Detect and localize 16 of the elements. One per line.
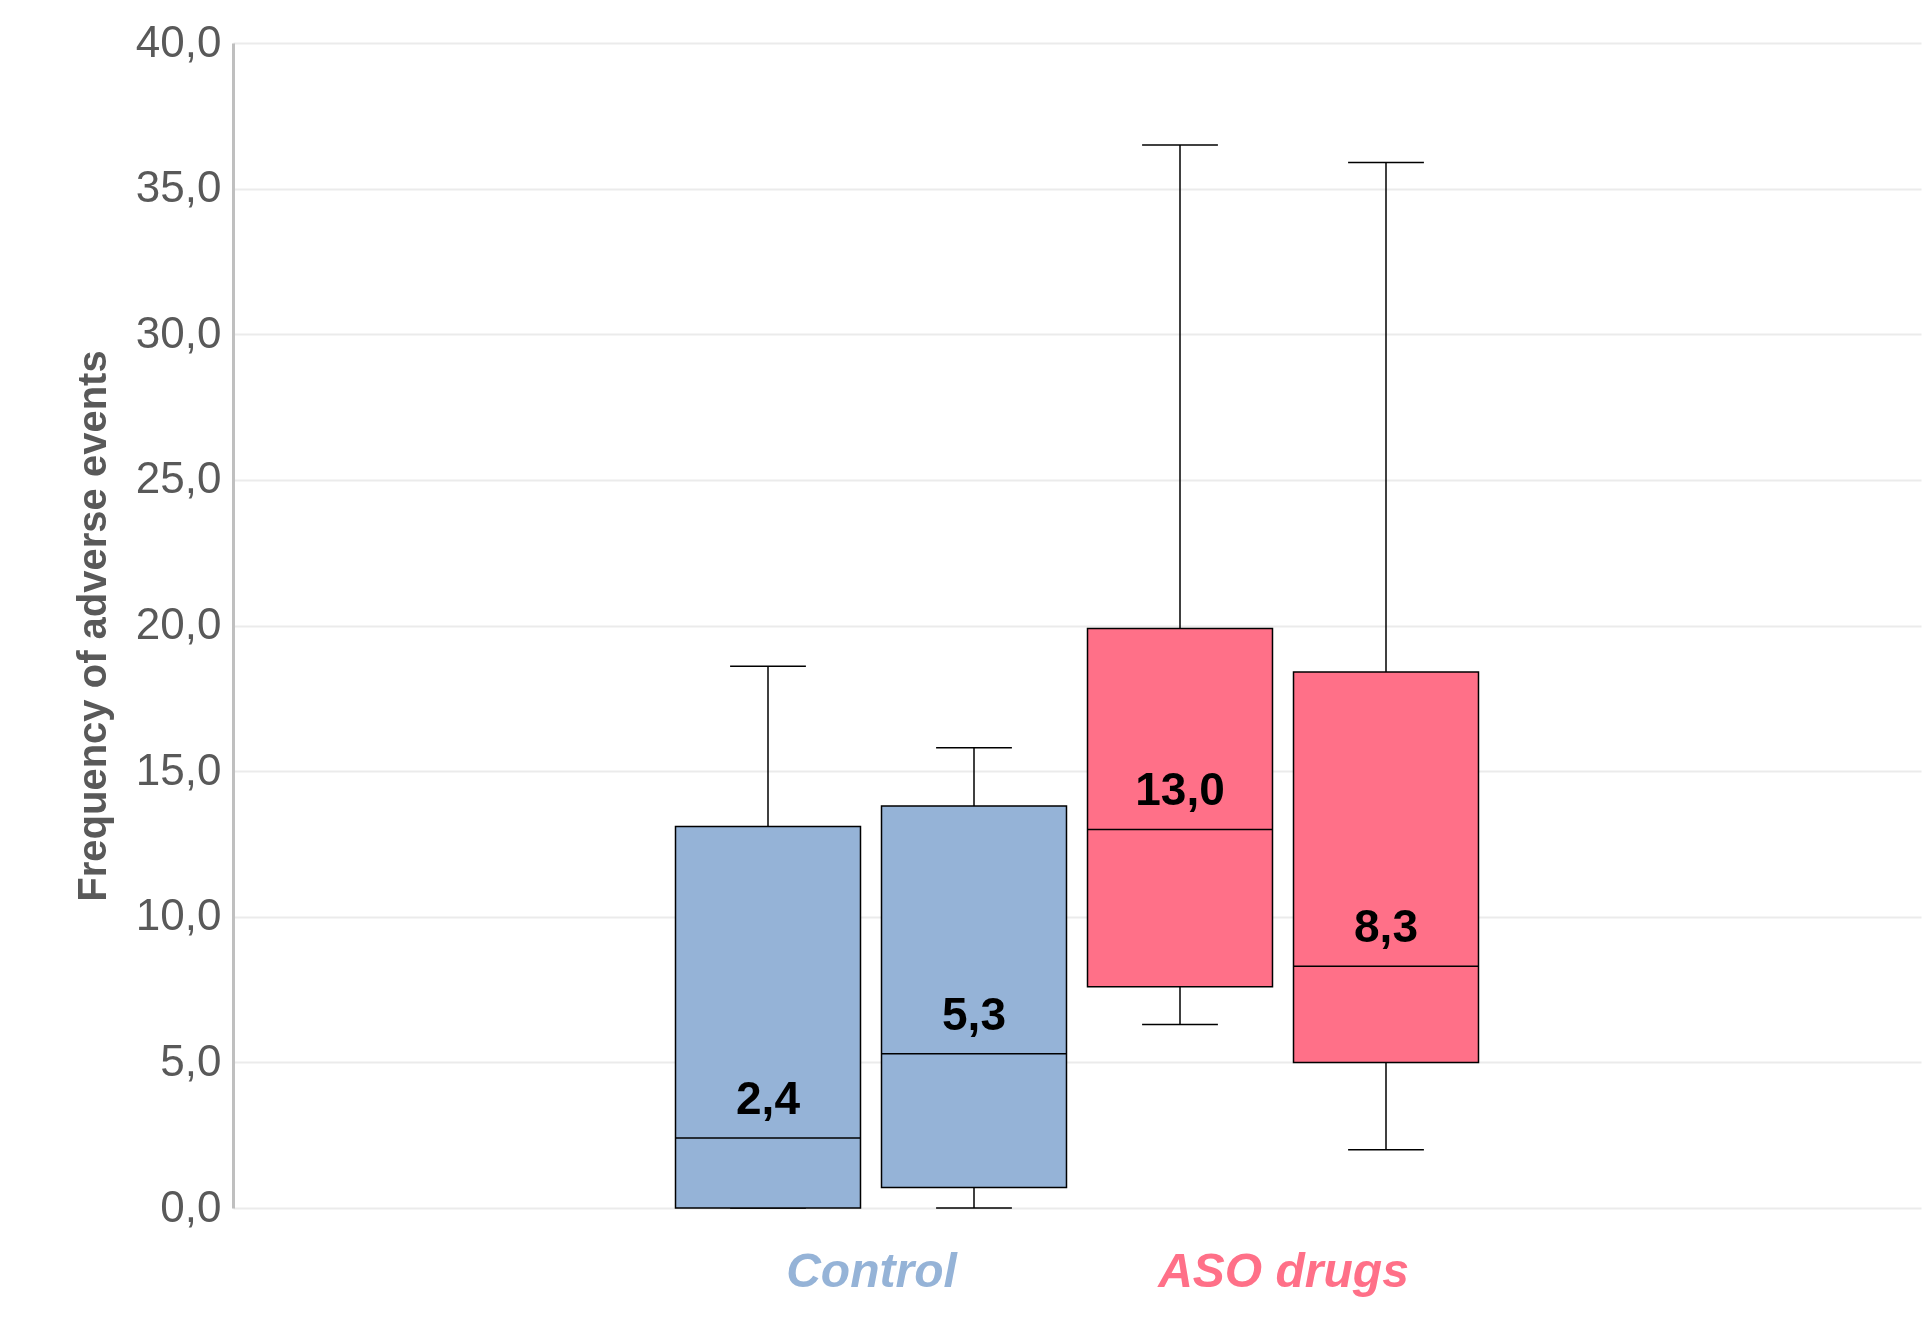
- y-tick-label: 10,0: [135, 890, 222, 940]
- annotation: 8,3: [1354, 900, 1418, 953]
- annotation: 13,0: [1135, 763, 1225, 816]
- y-tick-label: 5,0: [160, 1035, 222, 1085]
- y-axis-title: Frequency of adverse events: [69, 350, 114, 902]
- y-tick-label: 35,0: [135, 162, 222, 212]
- y-tick-label: 20,0: [135, 599, 222, 648]
- y-tick-label: 0,0: [160, 1181, 222, 1231]
- x-tick-label: ASO drugs: [1157, 1243, 1409, 1297]
- y-tick-label: 15,0: [135, 744, 222, 794]
- y-tick-label: 30,0: [135, 307, 222, 357]
- y-tick-label: 40,0: [135, 16, 222, 66]
- annotation: 2,4: [736, 1072, 801, 1125]
- y-tick-label: 25,0: [135, 453, 222, 503]
- annotation: 5,3: [942, 987, 1006, 1040]
- x-tick-label: Control: [786, 1243, 959, 1297]
